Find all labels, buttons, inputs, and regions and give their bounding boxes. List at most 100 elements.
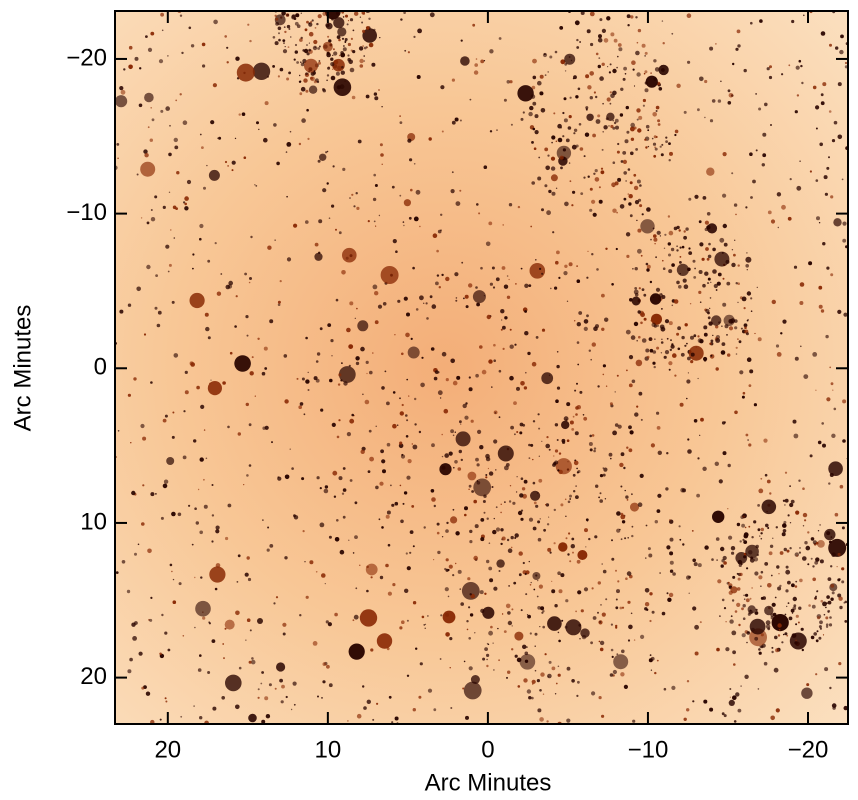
speckle	[468, 484, 472, 488]
speckle	[608, 125, 610, 127]
speckle	[168, 263, 172, 267]
speckle	[818, 625, 822, 629]
speckle	[338, 38, 341, 42]
speckle	[494, 412, 497, 414]
speckle	[300, 62, 305, 67]
speckle	[723, 607, 727, 610]
speckle	[231, 160, 236, 165]
speckle	[602, 569, 607, 574]
speckle	[489, 578, 494, 583]
speckle	[740, 327, 743, 330]
speckle	[558, 542, 568, 552]
speckle	[421, 615, 425, 619]
speckle	[653, 59, 657, 63]
speckle	[794, 110, 798, 114]
speckle	[346, 327, 351, 333]
speckle	[284, 0, 298, 10]
speckle	[330, 57, 334, 61]
speckle	[484, 647, 488, 651]
speckle	[142, 484, 145, 487]
speckle	[245, 315, 249, 319]
speckle	[365, 94, 370, 99]
speckle	[588, 442, 593, 446]
speckle	[627, 168, 631, 171]
speckle	[723, 314, 735, 326]
speckle	[409, 551, 412, 554]
speckle	[335, 298, 339, 302]
speckle	[336, 519, 339, 522]
speckle	[770, 613, 775, 618]
speckle	[698, 220, 702, 224]
speckle	[764, 102, 768, 107]
speckle	[759, 19, 763, 23]
speckle	[250, 659, 256, 665]
speckle	[350, 37, 353, 41]
speckle	[460, 39, 463, 42]
x-tick-label: −10	[628, 736, 669, 763]
speckle	[732, 575, 736, 579]
speckle	[419, 225, 421, 228]
speckle	[357, 139, 362, 144]
speckle	[261, 719, 266, 724]
speckle	[500, 542, 503, 546]
speckle	[555, 458, 572, 475]
speckle	[598, 34, 602, 39]
speckle	[485, 474, 488, 476]
speckle	[569, 96, 572, 99]
speckle	[477, 429, 482, 434]
speckle	[655, 287, 661, 292]
speckle	[498, 37, 502, 40]
speckle	[500, 309, 505, 314]
speckle	[795, 510, 800, 515]
speckle	[116, 143, 120, 146]
speckle	[397, 299, 401, 303]
speckle	[375, 485, 379, 490]
speckle	[312, 641, 318, 646]
speckle	[172, 411, 175, 414]
speckle	[709, 707, 714, 712]
speckle	[547, 71, 549, 73]
speckle	[145, 35, 148, 38]
speckle	[731, 551, 735, 555]
speckle	[640, 254, 643, 257]
speckle	[328, 535, 332, 539]
speckle	[523, 678, 528, 683]
speckle	[686, 379, 691, 384]
speckle	[433, 559, 435, 561]
speckle	[465, 715, 469, 720]
speckle	[647, 145, 650, 148]
speckle	[761, 499, 777, 515]
speckle	[469, 593, 472, 596]
speckle	[544, 653, 547, 656]
speckle	[489, 130, 493, 133]
speckle	[611, 539, 613, 542]
speckle	[424, 623, 427, 625]
speckle	[816, 630, 819, 633]
speckle	[699, 242, 704, 247]
speckle	[709, 307, 711, 309]
speckle	[268, 683, 272, 687]
speckle	[395, 250, 398, 253]
speckle	[293, 703, 296, 706]
speckle	[748, 443, 752, 447]
speckle	[567, 126, 572, 130]
speckle	[498, 416, 501, 419]
speckle	[683, 110, 687, 114]
speckle	[497, 445, 514, 462]
speckle	[520, 509, 524, 512]
speckle	[379, 481, 384, 486]
speckle	[167, 270, 170, 273]
speckle	[744, 326, 747, 330]
speckle	[378, 518, 381, 521]
speckle	[322, 680, 326, 684]
speckle	[519, 431, 523, 435]
speckle	[141, 522, 145, 526]
speckle	[817, 616, 821, 620]
speckle	[445, 529, 449, 533]
speckle	[831, 139, 836, 143]
speckle	[791, 612, 794, 614]
speckle	[786, 605, 788, 608]
speckle	[330, 339, 334, 343]
speckle	[248, 464, 252, 467]
speckle	[609, 102, 612, 105]
